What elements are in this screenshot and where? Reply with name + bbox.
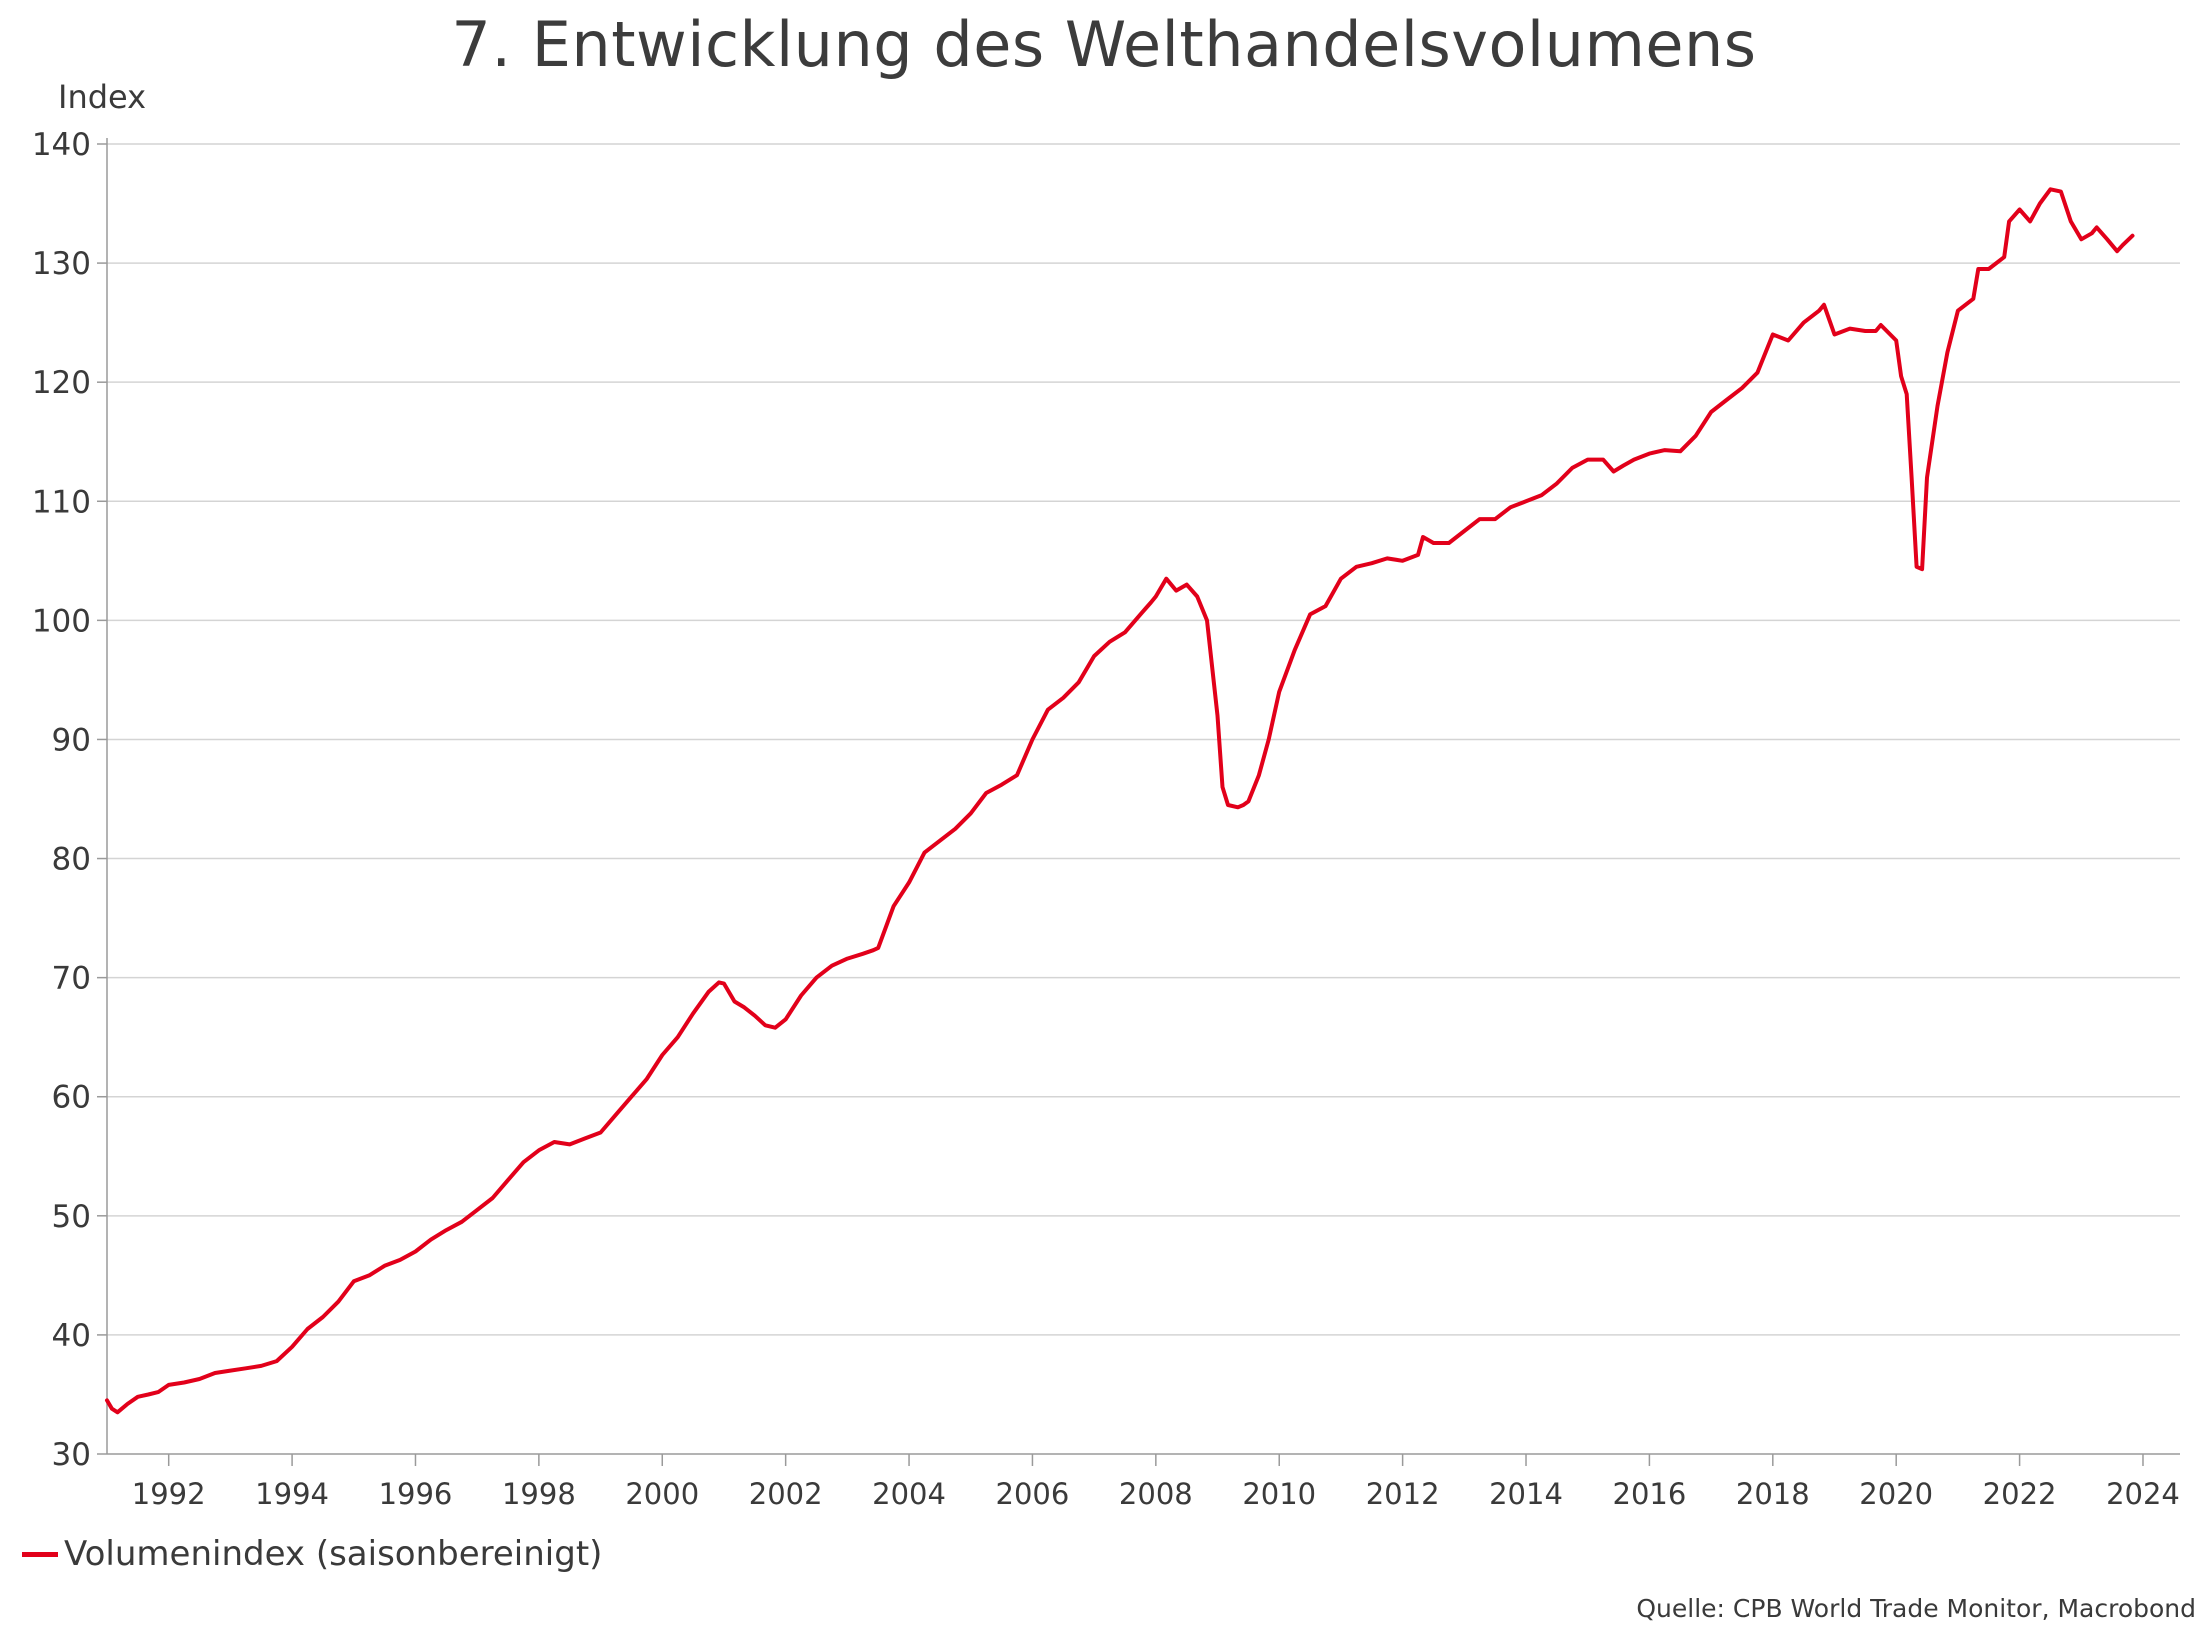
x-tick-label: 2004 <box>872 1477 946 1511</box>
legend: Volumenindex (saisonbereinigt) <box>22 1534 602 1574</box>
x-tick-label: 2016 <box>1613 1477 1687 1511</box>
source-note: Quelle: CPB World Trade Monitor, Macrobo… <box>1636 1594 2196 1623</box>
x-tick-label: 1992 <box>132 1477 206 1511</box>
x-tick-label: 1994 <box>255 1477 329 1511</box>
y-tick-label: 30 <box>52 1437 91 1473</box>
x-tick-label: 2000 <box>625 1477 699 1511</box>
x-tick-label: 1996 <box>379 1477 453 1511</box>
y-tick-label: 130 <box>32 246 91 282</box>
x-tick-label: 2014 <box>1489 1477 1563 1511</box>
x-tick-label: 2018 <box>1736 1477 1810 1511</box>
y-tick-label: 40 <box>52 1318 91 1354</box>
y-tick-label: 80 <box>52 842 91 878</box>
x-tick-label: 2012 <box>1366 1477 1440 1511</box>
series-line-0 <box>105 187 2135 1415</box>
x-tick-labels: 1992 1994 1996 1998 2000 2002 2004 2006 2008 2010… <box>132 1477 2180 1511</box>
x-tick-label: 2020 <box>1859 1477 1933 1511</box>
y-tick-labels: 30 40 50 60 70 80 90 100 110 120 130 140 <box>32 127 91 1473</box>
chart-title: 7. Entwicklung des Welthandelsvolumens <box>451 8 1757 81</box>
y-tick-label: 50 <box>52 1199 91 1235</box>
x-tick-label: 2006 <box>996 1477 1070 1511</box>
x-tick-label: 1998 <box>502 1477 576 1511</box>
legend-swatch <box>22 1551 58 1557</box>
y-tick-label: 110 <box>32 484 91 520</box>
legend-label: Volumenindex (saisonbereinigt) <box>64 1534 603 1574</box>
y-tick-label: 90 <box>52 722 91 758</box>
axes <box>97 138 2180 1466</box>
x-tick-label: 2008 <box>1119 1477 1193 1511</box>
y-tick-label: 140 <box>32 127 91 163</box>
x-tick-label: 2024 <box>2106 1477 2180 1511</box>
x-tick-label: 2022 <box>1983 1477 2057 1511</box>
y-tick-label: 100 <box>32 603 91 639</box>
x-tick-label: 2002 <box>749 1477 823 1511</box>
series-layer <box>105 187 2135 1415</box>
y-tick-label: 60 <box>52 1080 91 1116</box>
gridlines <box>107 143 2180 1336</box>
y-tick-label: 70 <box>52 961 91 997</box>
y-tick-label: 120 <box>32 365 91 401</box>
x-tick-label: 2010 <box>1242 1477 1316 1511</box>
y-axis-label: Index <box>58 78 147 116</box>
